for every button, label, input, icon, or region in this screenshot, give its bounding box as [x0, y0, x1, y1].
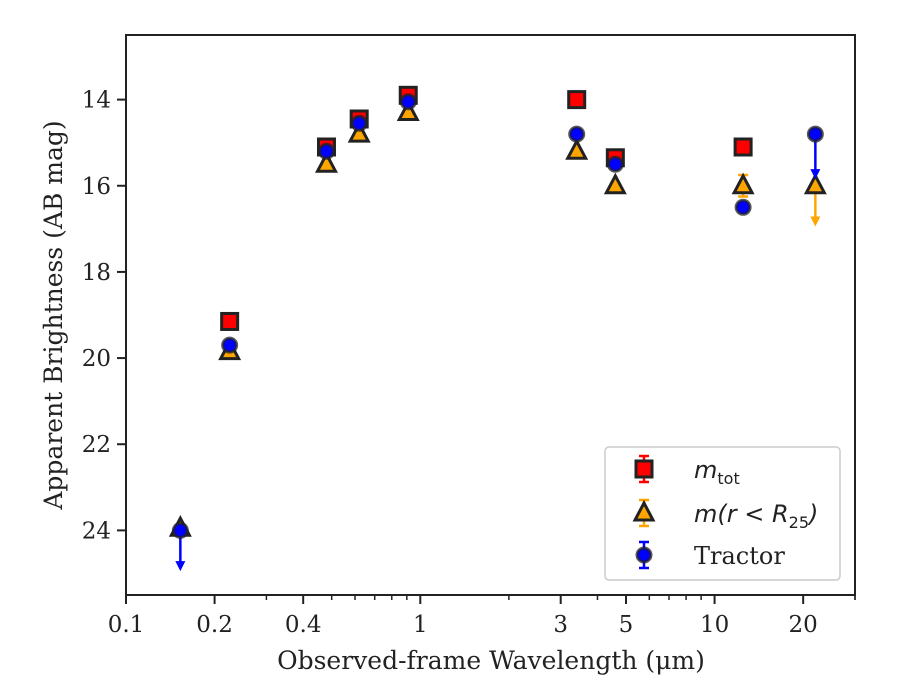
data-point-triangle	[396, 99, 420, 122]
data-point-circle	[399, 93, 417, 111]
data-point-square	[733, 137, 753, 157]
x-tick-label: 1	[413, 612, 428, 638]
x-tick-label: 3	[553, 612, 568, 638]
x-tick-label: 5	[619, 612, 634, 638]
legend-marker-square	[634, 459, 654, 479]
data-point-triangle	[603, 172, 627, 195]
x-tick-label: 10	[700, 612, 729, 638]
y-tick-label: 22	[82, 432, 111, 458]
y-axis: 14 16 18 20 22 24	[82, 88, 126, 544]
data-point-circle	[317, 142, 335, 160]
data-point-circle	[734, 198, 752, 216]
x-axis-label: Observed-frame Wavelength (μm)	[277, 646, 705, 675]
data-point-circle	[806, 125, 824, 143]
y-tick-label: 20	[82, 346, 111, 372]
x-tick-label: 0.1	[108, 612, 145, 638]
data-point-square	[220, 311, 240, 331]
x-axis: 0.1 0.2 0.4 1 3 5 10 20	[108, 595, 856, 638]
data-point-square	[567, 90, 587, 110]
data-marks	[168, 85, 827, 572]
data-point-circle	[221, 336, 239, 354]
x-tick-label: 0.4	[285, 612, 322, 638]
data-point-triangle	[314, 151, 338, 173]
data-point-triangle	[803, 172, 827, 195]
data-point-circle	[606, 155, 624, 173]
upper-limit-arrow-head	[175, 561, 186, 572]
legend-box	[604, 446, 841, 581]
legend-label: Tractor	[694, 542, 785, 570]
upper-limit-arrow-head	[810, 169, 821, 180]
y-tick-label: 18	[82, 260, 111, 286]
data-point-triangle	[565, 138, 589, 160]
legend-marker-triangle	[632, 499, 656, 522]
y-tick-label: 14	[82, 88, 111, 114]
data-point-circle	[568, 125, 586, 143]
y-tick-label: 16	[82, 174, 111, 200]
legend-label: m(r < R25)	[694, 500, 818, 532]
x-tick-label: 20	[789, 612, 818, 638]
legend: mtot m(r < R25) Tractor	[604, 446, 841, 581]
legend-label: mtot	[694, 456, 740, 488]
plot-frame	[125, 34, 856, 596]
data-point-triangle	[731, 172, 755, 195]
legend-marker-circle	[635, 546, 653, 564]
series-circle	[171, 93, 824, 572]
y-axis-label: Apparent Brightness (AB mag)	[39, 120, 68, 510]
data-point-circle	[171, 521, 189, 539]
series-square	[220, 85, 753, 331]
y-tick-label: 24	[82, 518, 111, 544]
data-point-circle	[350, 114, 368, 132]
upper-limit-arrow-head	[810, 216, 821, 227]
x-tick-label: 0.2	[196, 612, 233, 638]
data-point-triangle	[347, 120, 371, 143]
